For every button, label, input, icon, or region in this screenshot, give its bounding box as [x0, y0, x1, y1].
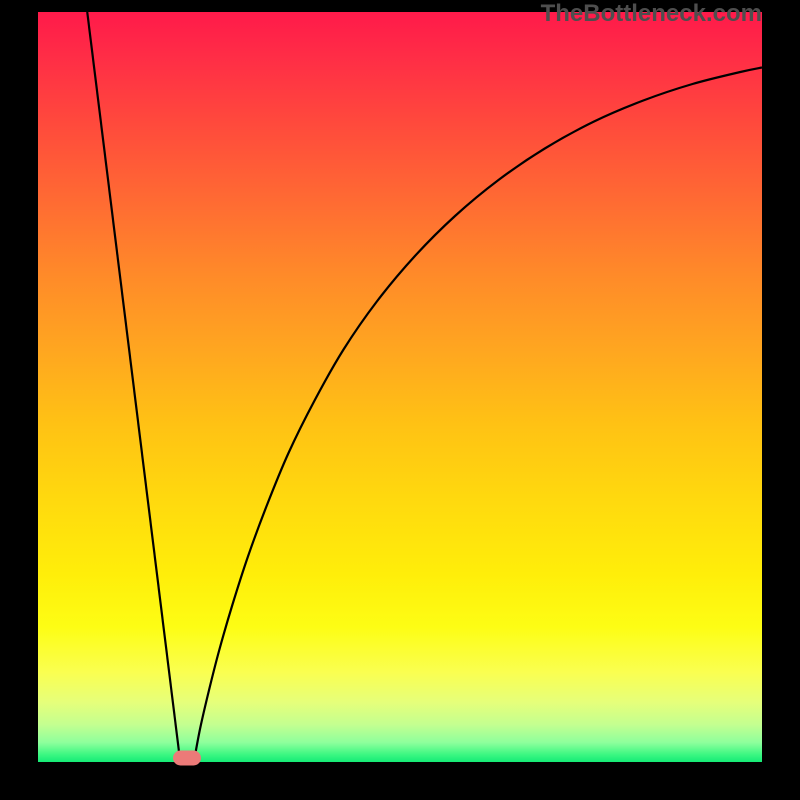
plot-area [38, 12, 762, 762]
marker-pill [173, 750, 201, 765]
gradient-background [38, 12, 762, 762]
plot-svg [38, 12, 762, 762]
watermark-text: TheBottleneck.com [541, 0, 762, 28]
min-marker [173, 750, 201, 765]
chart-container: { "canvas": { "width": 800, "height": 80… [0, 0, 800, 800]
